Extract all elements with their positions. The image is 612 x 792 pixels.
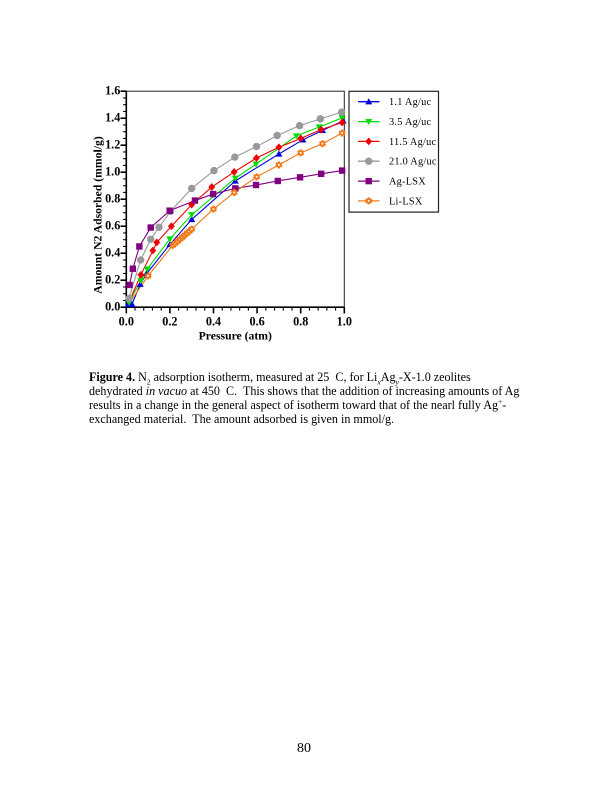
svg-text:0.4: 0.4 xyxy=(206,314,221,328)
svg-text:1.4: 1.4 xyxy=(105,111,120,125)
svg-text:1.0: 1.0 xyxy=(105,165,120,179)
svg-text:1.2: 1.2 xyxy=(105,138,120,152)
svg-text:0.8: 0.8 xyxy=(293,314,308,328)
svg-text:0.6: 0.6 xyxy=(249,314,264,328)
svg-text:3.5 Ag/uc: 3.5 Ag/uc xyxy=(389,117,431,128)
svg-text:1.1 Ag/uc: 1.1 Ag/uc xyxy=(389,97,431,108)
svg-text:0.8: 0.8 xyxy=(105,192,120,206)
svg-text:0.6: 0.6 xyxy=(105,219,120,233)
svg-text:Amount N2 Adsorbed (mmol/g): Amount N2 Adsorbed (mmol/g) xyxy=(91,136,104,294)
svg-text:0.2: 0.2 xyxy=(162,314,177,328)
svg-text:11.5 Ag/uc: 11.5 Ag/uc xyxy=(389,137,436,148)
svg-text:Pressure (atm): Pressure (atm) xyxy=(199,329,272,342)
svg-text:0.4: 0.4 xyxy=(105,246,120,260)
svg-text:Ag-LSX: Ag-LSX xyxy=(389,177,426,188)
svg-text:1.6: 1.6 xyxy=(105,84,120,98)
svg-text:0.2: 0.2 xyxy=(105,273,120,287)
svg-text:21.0 Ag/uc: 21.0 Ag/uc xyxy=(389,157,437,168)
svg-text:1.0: 1.0 xyxy=(337,314,352,328)
svg-text:0.0: 0.0 xyxy=(119,314,134,328)
svg-text:Li-LSX: Li-LSX xyxy=(389,196,423,207)
svg-text:0.0: 0.0 xyxy=(105,300,120,314)
